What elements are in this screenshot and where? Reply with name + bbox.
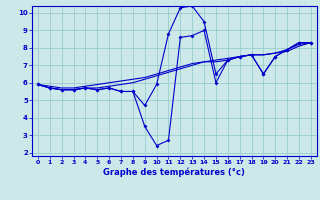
X-axis label: Graphe des températures (°c): Graphe des températures (°c) xyxy=(103,168,245,177)
